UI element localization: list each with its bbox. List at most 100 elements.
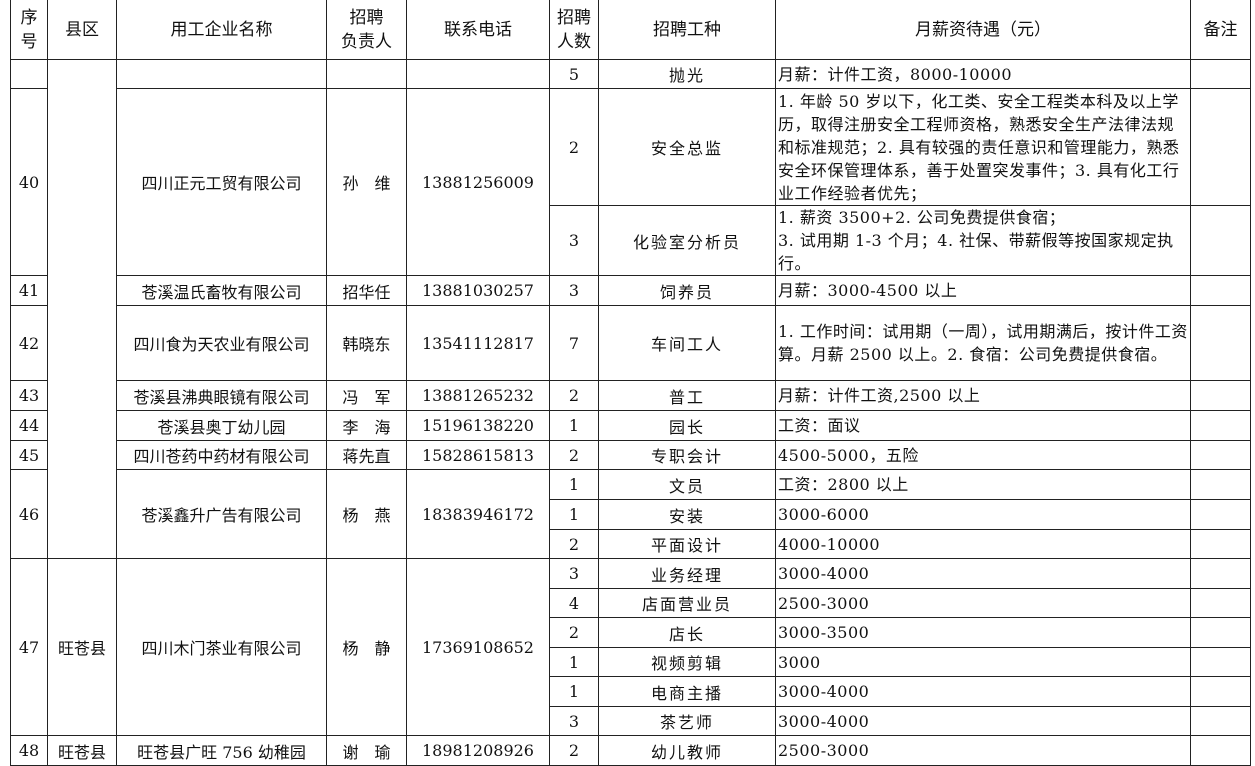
job-title-cell: 业务经理 [598, 558, 776, 589]
company-name-cell: 苍溪县奥丁幼儿园 [116, 410, 327, 441]
salary-cell: 3000-4000 [775, 706, 1191, 736]
table-row: 5 抛光 月薪：计件工资，8000-10000 [10, 59, 1251, 559]
count-cell: 2 [549, 380, 599, 411]
count-cell: 1 [549, 410, 599, 441]
remark-cell [1190, 88, 1251, 206]
phone-cell: 18981208926 [406, 735, 550, 766]
job-title-cell: 饲养员 [598, 275, 776, 306]
phone-cell: 13881030257 [406, 275, 550, 306]
count-cell: 2 [549, 735, 599, 766]
count-cell: 2 [549, 529, 599, 559]
table-row: 1 安装 3000-6000 [11, 499, 1251, 530]
header-job: 招聘工种 [598, 0, 776, 60]
company-name-cell: 四川食为天农业有限公司 [116, 305, 327, 381]
job-title-cell: 专职会计 [598, 440, 776, 470]
header-seq-line: 序 [20, 7, 38, 28]
phone-cell: 15196138220 [406, 410, 550, 441]
seq-cell: 47 [10, 558, 48, 736]
seq-cell: 41 [10, 275, 48, 306]
salary-cell: 4000-10000 [775, 529, 1191, 559]
count-cell: 1 [549, 647, 599, 677]
company-name-cell: 苍溪温氏畜牧有限公司 [116, 275, 327, 306]
remark-cell [1190, 529, 1251, 559]
contact-cell: 蒋先直 [326, 440, 407, 470]
salary-cell: 月薪：计件工资,2500 以上 [775, 380, 1191, 411]
contact-cell: 招华任 [326, 275, 407, 306]
seq-cell: 43 [10, 380, 48, 411]
job-title-cell: 普工 [598, 380, 776, 411]
job-title-cell: 安全总监 [598, 88, 776, 206]
table-row: 42 四川食为天农业有限公司 韩晓东 13541112817 7 车间工人 1. 工作时间：… [10, 305, 1251, 381]
count-cell: 3 [549, 706, 599, 736]
remark-cell [1190, 647, 1251, 677]
job-title-cell: 茶艺师 [598, 706, 776, 736]
header-contact-line: 招聘 [349, 7, 384, 28]
phone-cell: 13541112817 [406, 305, 550, 381]
seq-cell: 45 [10, 440, 48, 470]
table-row: 3 化验室分析员 1. 薪资 3500+2. 公司免费提供食宿； 3. 试用期 1-… [11, 205, 1251, 276]
salary-cell: 2500-3000 [775, 588, 1191, 618]
phone-cell [406, 59, 550, 89]
table-row: 3 茶艺师 3000-4000 [11, 706, 1251, 736]
company-name-cell: 旺苍县广旺 756 幼稚园 [116, 735, 327, 766]
table-row: 43 苍溪县沸典眼镜有限公司冯 军 13881265232 2 普工 月薪：计件工资,25… [10, 380, 1251, 411]
contact-cell: 谢 瑜 [326, 735, 407, 766]
count-cell: 1 [549, 499, 599, 530]
phone-cell: 13881256009 [406, 88, 550, 276]
salary-cell: 1. 年龄 50 岁以下，化工类、安全工程类本科及以上学历，取得注册安全工程师资… [775, 88, 1191, 206]
contact-cell: 杨 静 [326, 558, 407, 736]
remark-cell [1190, 380, 1251, 411]
count-cell: 2 [549, 88, 599, 206]
salary-cell: 月薪：3000-4500 以上 [775, 275, 1191, 306]
remark-cell [1190, 735, 1251, 766]
header-phone: 联系电话 [406, 0, 550, 60]
remark-cell [1190, 469, 1251, 500]
job-title-cell: 幼儿教师 [598, 735, 776, 766]
count-cell: 2 [549, 617, 599, 648]
table-row: 2 店长 3000-3500 [11, 617, 1251, 648]
remark-cell [1190, 275, 1251, 306]
contact-cell [326, 59, 407, 89]
count-cell: 7 [549, 305, 599, 381]
table-row: 41 苍溪温氏畜牧有限公司 招华任 13881030257 3 饲养员 月薪：3000-45… [10, 275, 1251, 306]
contact-cell: 杨 燕 [326, 469, 407, 559]
seq-cell: 48 [10, 735, 48, 766]
header-count-line: 人数 [557, 31, 591, 52]
count-cell: 4 [549, 588, 599, 618]
header-company: 用工企业名称 [116, 0, 327, 60]
phone-cell: 13881265232 [406, 380, 550, 411]
count-cell: 1 [549, 676, 599, 707]
table-row: 46 苍溪鑫升广告有限公司杨 燕 18383946172 1 文员 工资：2800 以上 [10, 469, 1251, 559]
salary-cell: 3000-4000 [775, 558, 1191, 589]
job-title-cell: 安装 [598, 499, 776, 530]
job-title-cell: 视频剪辑 [598, 647, 776, 677]
recruitment-table: 序号 县区 用工企业名称 招聘 负责人 联系电话 招聘 人数 招聘工种 月薪资待遇（… [10, 0, 1251, 766]
company-name-cell: 苍溪鑫升广告有限公司 [116, 469, 327, 559]
header-salary: 月薪资待遇（元） [775, 0, 1191, 60]
job-title-cell: 车间工人 [598, 305, 776, 381]
header-remark: 备注 [1190, 0, 1251, 60]
seq-cell: 46 [10, 469, 48, 559]
salary-cell: 4500-5000，五险 [775, 440, 1191, 470]
job-title-cell: 电商主播 [598, 676, 776, 707]
salary-cell: 3000-4000 [775, 676, 1191, 707]
count-cell: 3 [549, 275, 599, 306]
contact-cell: 李 海 [326, 410, 407, 441]
seq-cell: 40 [10, 88, 48, 276]
header-row: 序号 县区 用工企业名称 招聘 负责人 联系电话 招聘 人数 招聘工种 月薪资待遇（… [10, 0, 1251, 60]
salary-cell: 工资：2800 以上 [775, 469, 1191, 500]
remark-cell [1190, 440, 1251, 470]
count-cell: 5 [549, 59, 599, 89]
remark-cell [1190, 410, 1251, 441]
header-contact: 招聘 负责人 [326, 0, 407, 60]
remark-cell [1190, 205, 1251, 276]
salary-cell: 3000-3500 [775, 617, 1191, 648]
phone-cell: 17369108652 [406, 558, 550, 736]
count-cell: 3 [549, 558, 599, 589]
count-cell: 3 [549, 205, 599, 276]
seq-cell: 42 [10, 305, 48, 381]
remark-cell [1190, 499, 1251, 530]
phone-cell: 18383946172 [406, 469, 550, 559]
salary-cell: 工资：面议 [775, 410, 1191, 441]
salary-cell: 1. 薪资 3500+2. 公司免费提供食宿； 3. 试用期 1-3 个月；4.… [775, 205, 1191, 276]
